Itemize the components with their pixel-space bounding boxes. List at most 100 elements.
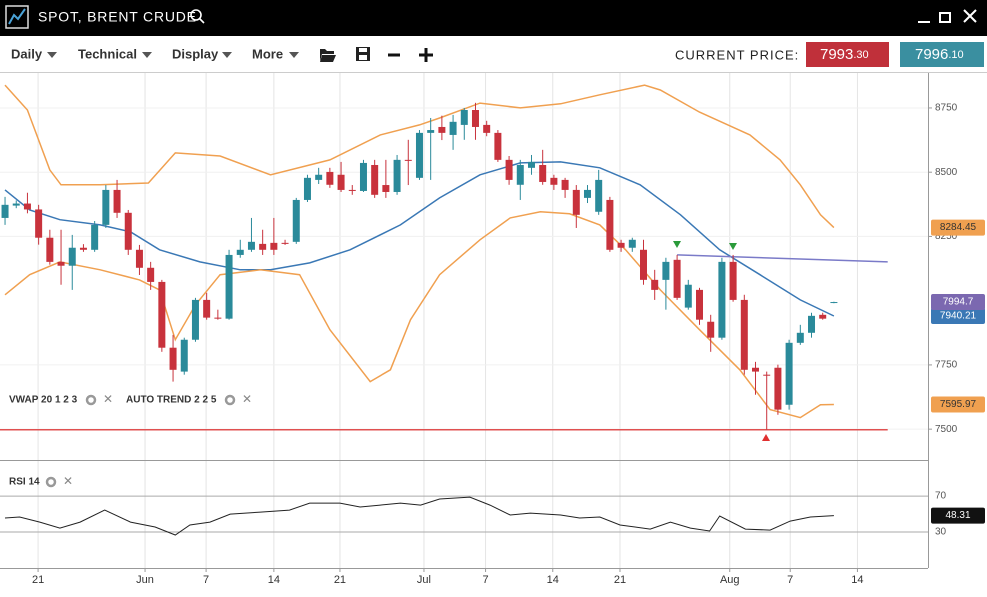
- candle-body: [774, 367, 782, 410]
- candle-body: [449, 121, 457, 135]
- current-price-label: CURRENT PRICE:: [675, 47, 799, 62]
- candle-body: [303, 177, 311, 200]
- price-badge: [931, 294, 985, 311]
- candle-body: [124, 212, 132, 250]
- candle-body: [79, 247, 87, 250]
- candle-body: [471, 110, 479, 127]
- settings-icon[interactable]: [85, 394, 97, 406]
- settings-icon[interactable]: [224, 394, 236, 406]
- bid-price: 7993.30: [820, 46, 869, 63]
- price-badge-label: 48.31: [945, 510, 970, 521]
- candle-body: [651, 279, 659, 290]
- x-tick-label: 21: [614, 574, 626, 586]
- close-button[interactable]: [963, 9, 977, 23]
- logo: [5, 5, 29, 29]
- popout-button[interactable]: [939, 12, 951, 23]
- candle-body: [696, 289, 704, 320]
- x-tick-label: 21: [334, 574, 346, 586]
- candle-body: [718, 261, 726, 338]
- menu-more[interactable]: More: [252, 46, 283, 61]
- candle-body: [752, 367, 760, 372]
- candle-body: [12, 203, 20, 206]
- candle-body: [561, 179, 569, 190]
- candle-body: [595, 179, 603, 212]
- candle-body: [1, 204, 9, 218]
- candle-body: [180, 339, 188, 372]
- x-tick-label: 7: [203, 574, 209, 586]
- candle-body: [729, 261, 737, 300]
- x-tick-label: 14: [268, 574, 280, 586]
- menu-technical[interactable]: Technical: [78, 46, 137, 61]
- candle-body: [819, 314, 827, 319]
- candle-body: [494, 132, 502, 160]
- y-tick-label: 8500: [935, 167, 958, 178]
- x-tick-label: 7: [482, 574, 488, 586]
- candle-body: [326, 171, 334, 185]
- candle-body: [393, 159, 401, 192]
- overlay-line: [677, 254, 888, 263]
- x-tick-label: 14: [547, 574, 559, 586]
- candle-body: [808, 315, 816, 333]
- menu-display[interactable]: Display: [172, 46, 219, 61]
- candle-body: [225, 254, 233, 319]
- bid-main: 7993: [820, 46, 853, 63]
- overlay-line: [4, 211, 834, 419]
- price-badge-label: 7994.7: [943, 297, 974, 308]
- x-tick-label: Jul: [417, 574, 431, 586]
- ask-main: 7996: [915, 46, 948, 63]
- y-tick-label: 70: [935, 491, 947, 502]
- candle-body: [382, 185, 390, 192]
- title-bar: [0, 0, 987, 36]
- x-tick-label: 7: [787, 574, 793, 586]
- candle-body: [23, 203, 31, 210]
- y-tick-label: 8750: [935, 103, 958, 114]
- overlay-line: [4, 84, 835, 229]
- candle-body: [438, 126, 446, 133]
- ask-price: 7996.10: [915, 46, 964, 63]
- window-title: SPOT, BRENT CRUDE: [38, 9, 197, 25]
- candle-body: [785, 342, 793, 405]
- candle-body: [236, 249, 244, 255]
- candle-body: [102, 189, 110, 225]
- candle-body: [796, 332, 804, 343]
- settings-icon[interactable]: [45, 476, 57, 488]
- y-tick-label: 30: [935, 527, 947, 538]
- buy-signal: [762, 434, 770, 441]
- bid-box[interactable]: [806, 42, 889, 67]
- candle-body: [539, 164, 547, 182]
- remove-icon[interactable]: ✕: [103, 392, 113, 406]
- open-icon[interactable]: [320, 49, 336, 62]
- remove-icon[interactable]: ✕: [63, 474, 73, 488]
- candle-body: [68, 247, 76, 266]
- candle-body: [628, 239, 636, 248]
- legend: VWAP 20 1 2 3 ✕ AUTO TREND 2 2 5 ✕ RSI 1…: [9, 392, 252, 488]
- candle-body: [91, 224, 99, 250]
- candle-body: [147, 267, 155, 282]
- save-icon[interactable]: [356, 47, 370, 61]
- candle-body: [158, 281, 166, 348]
- overlay-line: [4, 161, 835, 317]
- candle-body: [606, 199, 614, 250]
- candle-body: [315, 174, 323, 180]
- autotrend-legend: AUTO TREND 2 2 5: [126, 395, 217, 406]
- price-badge-label: 7940.21: [940, 311, 977, 322]
- remove-icon[interactable]: ✕: [242, 392, 252, 406]
- zoom-in-button[interactable]: [419, 48, 433, 62]
- x-tick-label: 21: [32, 574, 44, 586]
- rsi-legend: RSI 14: [9, 477, 40, 488]
- search-icon[interactable]: [190, 9, 205, 24]
- candle-body: [830, 302, 838, 304]
- menu-daily[interactable]: Daily: [11, 46, 43, 61]
- candle-body: [527, 161, 535, 168]
- candle-body: [337, 174, 345, 190]
- candle-body: [247, 241, 255, 250]
- y-tick-label: 7500: [935, 424, 958, 435]
- candle-body: [662, 261, 670, 280]
- candle-body: [359, 162, 367, 191]
- candle-body: [550, 177, 558, 185]
- ask-decimals: .10: [948, 49, 963, 61]
- ask-box[interactable]: [900, 42, 984, 67]
- candle-body: [113, 189, 121, 213]
- price-badge-label: 8284.45: [940, 222, 977, 233]
